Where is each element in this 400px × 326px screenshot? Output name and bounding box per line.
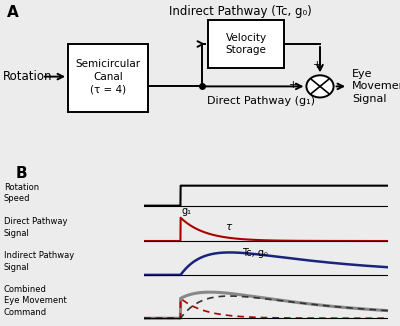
Text: Semicircular
Canal
(τ = 4): Semicircular Canal (τ = 4) <box>76 59 140 94</box>
Text: Combined
Eye Movement
Command: Combined Eye Movement Command <box>4 285 67 317</box>
Text: +: + <box>289 80 298 90</box>
Text: Direct Pathway
Signal: Direct Pathway Signal <box>4 217 68 238</box>
Text: Direct Pathway (g₁): Direct Pathway (g₁) <box>207 96 315 106</box>
Text: Indirect Pathway (Tc, g₀): Indirect Pathway (Tc, g₀) <box>169 5 311 18</box>
Text: Indirect Pathway
Signal: Indirect Pathway Signal <box>4 251 74 272</box>
Text: Eye
Movement
Signal: Eye Movement Signal <box>352 69 400 104</box>
Text: A: A <box>7 5 19 20</box>
Text: +: + <box>312 60 321 70</box>
FancyBboxPatch shape <box>68 44 148 112</box>
Text: g₁: g₁ <box>182 206 192 216</box>
Text: Tc, g₀: Tc, g₀ <box>242 248 268 258</box>
FancyBboxPatch shape <box>208 20 284 68</box>
Text: Rotation: Rotation <box>3 70 53 83</box>
Text: Velocity
Storage: Velocity Storage <box>226 33 266 55</box>
Text: Rotation
Speed: Rotation Speed <box>4 183 39 203</box>
Text: B: B <box>16 166 28 181</box>
Circle shape <box>306 75 334 97</box>
Text: τ: τ <box>225 222 232 232</box>
